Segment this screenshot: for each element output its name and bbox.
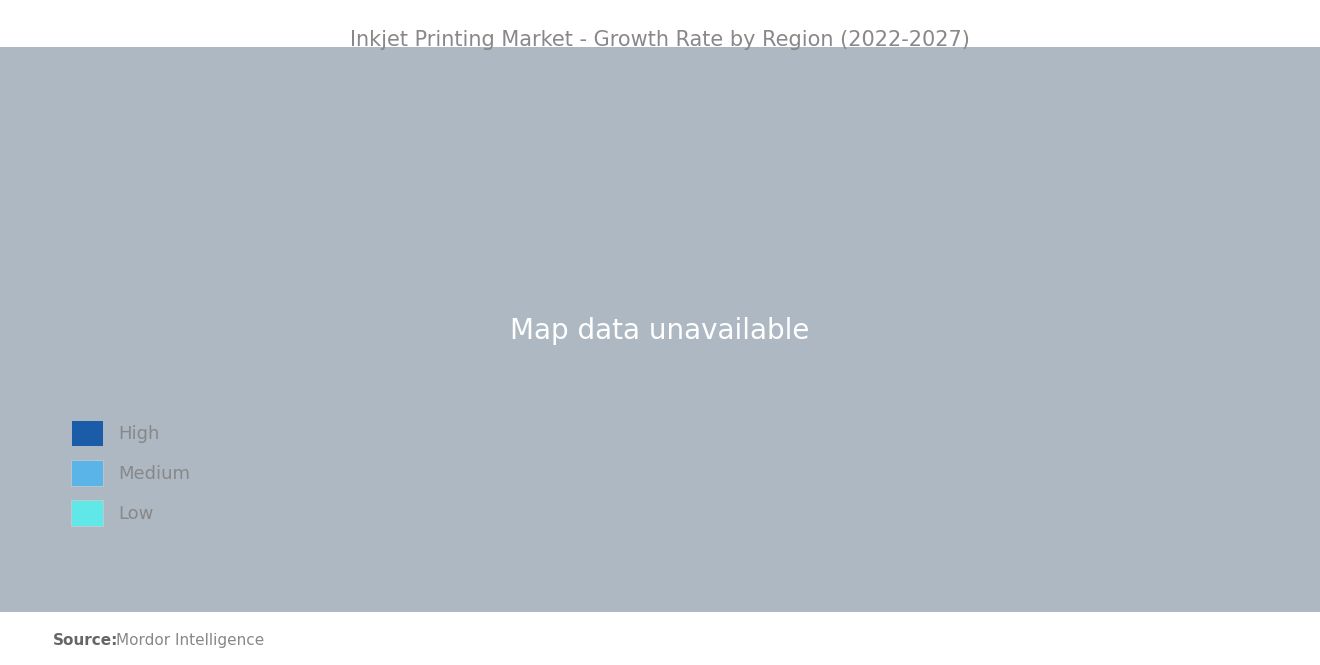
Text: Inkjet Printing Market - Growth Rate by Region (2022-2027): Inkjet Printing Market - Growth Rate by … — [350, 30, 970, 50]
Text: Map data unavailable: Map data unavailable — [511, 317, 809, 345]
Legend: High, Medium, Low: High, Medium, Low — [62, 412, 199, 535]
Text: Source:: Source: — [53, 633, 119, 648]
Text: Mordor Intelligence: Mordor Intelligence — [116, 633, 264, 648]
Polygon shape — [1168, 618, 1274, 648]
